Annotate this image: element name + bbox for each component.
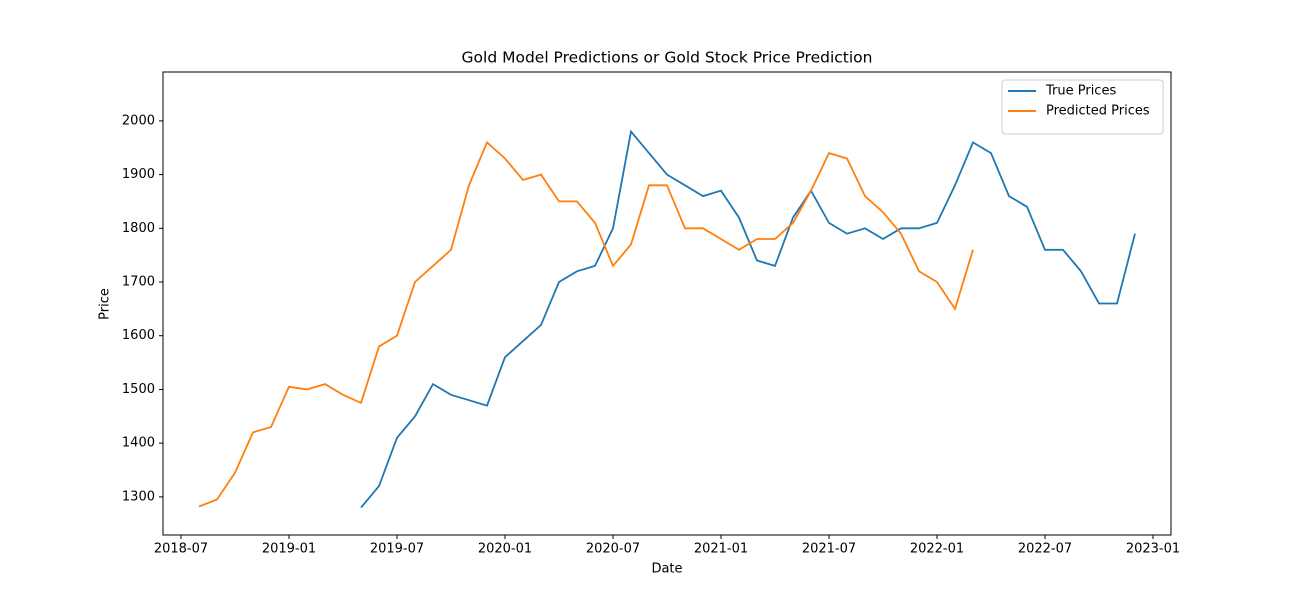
series-line: [198, 140, 974, 508]
y-tick-label: 1600: [122, 328, 155, 343]
x-tick-label: 2020-01: [478, 542, 532, 557]
x-tick-label: 2021-01: [694, 542, 748, 557]
y-tick-label: 1400: [122, 436, 155, 451]
chart-title: Gold Model Predictions or Gold Stock Pri…: [462, 49, 873, 67]
x-tick-label: 2018-07: [154, 542, 208, 557]
x-tick-label: 2020-07: [586, 542, 640, 557]
x-tick-label: 2022-01: [910, 542, 964, 557]
y-tick-label: 2000: [122, 113, 155, 128]
plot-frame: [162, 71, 1172, 536]
legend-label: True Prices: [1045, 84, 1116, 99]
legend-box: [1001, 79, 1164, 135]
y-axis-label: Price: [98, 288, 113, 320]
y-tick-label: 1800: [122, 221, 155, 236]
y-tick-label: 1300: [122, 489, 155, 504]
x-tick-label: 2019-07: [370, 542, 424, 557]
y-tick-label: 1500: [122, 382, 155, 397]
x-tick-label: 2019-01: [262, 542, 316, 557]
legend-label: Predicted Prices: [1046, 104, 1150, 119]
series-line: [360, 129, 1136, 509]
legend: True Prices Predicted Prices: [1001, 79, 1164, 135]
x-tick-label: 2023-01: [1126, 542, 1180, 557]
x-axis-label: Date: [651, 562, 682, 577]
y-tick-label: 1700: [122, 275, 155, 290]
x-tick-label: 2022-07: [1018, 542, 1072, 557]
x-tick-label: 2021-07: [802, 542, 856, 557]
y-tick-label: 1900: [122, 167, 155, 182]
